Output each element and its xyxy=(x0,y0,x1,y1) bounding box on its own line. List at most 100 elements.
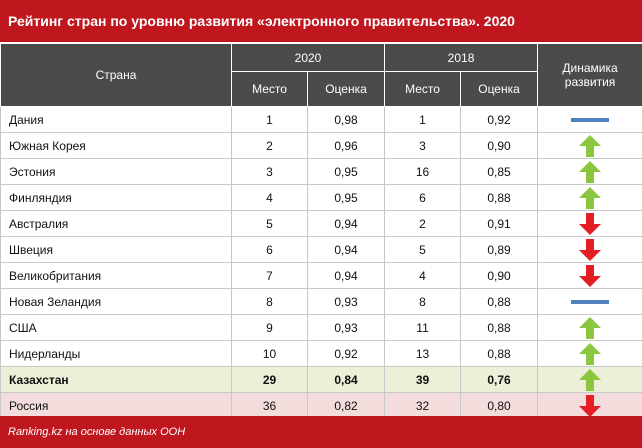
table-row: США 9 0,93 11 0,88 xyxy=(0,314,642,341)
dynamics-cell xyxy=(537,314,642,341)
country-cell: Казахстан xyxy=(0,366,232,393)
table-row: Эстония 3 0,95 16 0,85 xyxy=(0,158,642,185)
place-2018-cell: 16 xyxy=(384,158,462,185)
place-2018-cell: 11 xyxy=(384,314,462,341)
dynamics-cell xyxy=(537,340,642,367)
rating-table: Страна 2020 2018 Динамика развития Место… xyxy=(0,43,642,419)
score-2018-cell: 0,89 xyxy=(460,236,539,263)
arrow-down-icon xyxy=(579,394,602,417)
score-2018-cell: 0,85 xyxy=(460,158,539,185)
arrow-up-icon xyxy=(579,368,602,391)
score-2018-cell: 0,92 xyxy=(460,106,539,133)
place-2018-cell: 5 xyxy=(384,236,462,263)
table-row: Дания 1 0,98 1 0,92 xyxy=(0,106,642,133)
place-2020-cell: 3 xyxy=(231,158,308,185)
score-2020-cell: 0,95 xyxy=(306,158,386,185)
score-2018-cell: 0,91 xyxy=(460,210,539,237)
dynamics-cell xyxy=(537,132,642,159)
arrow-up-icon xyxy=(579,186,602,209)
arrow-down-icon xyxy=(579,264,602,287)
table-row: Нидерланды 10 0,92 13 0,88 xyxy=(0,340,642,367)
place-2018-cell: 3 xyxy=(384,132,462,159)
place-2018-cell: 2 xyxy=(384,210,462,237)
table-row: Южная Корея 2 0,96 3 0,90 xyxy=(0,132,642,159)
dynamics-cell xyxy=(537,158,642,185)
score-2018-cell: 0,88 xyxy=(460,340,539,367)
country-cell: Финляндия xyxy=(0,184,232,211)
table-row: Великобритания 7 0,94 4 0,90 xyxy=(0,262,642,289)
header-year-2018: 2018 xyxy=(384,43,539,72)
arrow-up-icon xyxy=(579,134,602,157)
country-cell: Нидерланды xyxy=(0,340,232,367)
place-2020-cell: 36 xyxy=(231,392,308,419)
header-row-metrics: Место Оценка Место Оценка xyxy=(1,71,642,107)
dynamics-cell xyxy=(537,392,642,419)
country-cell: Южная Корея xyxy=(0,132,232,159)
table-row: Новая Зеландия 8 0,93 8 0,88 xyxy=(0,288,642,315)
place-2020-cell: 8 xyxy=(231,288,308,315)
place-2018-cell: 8 xyxy=(384,288,462,315)
score-2018-cell: 0,88 xyxy=(460,288,539,315)
score-2018-cell: 0,80 xyxy=(460,392,539,419)
score-2020-cell: 0,93 xyxy=(306,288,386,315)
score-2018-cell: 0,90 xyxy=(460,132,539,159)
dynamics-cell xyxy=(537,236,642,263)
dynamics-cell xyxy=(537,210,642,237)
score-2020-cell: 0,94 xyxy=(306,210,386,237)
table-row: Россия 36 0,82 32 0,80 xyxy=(0,392,642,419)
flat-dash-icon xyxy=(571,299,610,304)
arrow-up-icon xyxy=(579,160,602,183)
place-2020-cell: 4 xyxy=(231,184,308,211)
table-row: Финляндия 4 0,95 6 0,88 xyxy=(0,184,642,211)
header-place-2020: Место xyxy=(231,71,308,107)
arrow-up-icon xyxy=(579,316,602,339)
header-year-2020: 2020 xyxy=(230,43,386,72)
place-2018-cell: 6 xyxy=(384,184,462,211)
place-2020-cell: 1 xyxy=(231,106,308,133)
dynamics-cell xyxy=(537,366,642,393)
dynamics-cell xyxy=(537,106,642,133)
place-2020-cell: 10 xyxy=(231,340,308,367)
header-place-2018: Место xyxy=(384,71,462,107)
place-2018-cell: 13 xyxy=(384,340,462,367)
score-2020-cell: 0,96 xyxy=(306,132,386,159)
place-2020-cell: 2 xyxy=(231,132,308,159)
header-dynamics: Динамика развития xyxy=(537,43,642,107)
score-2020-cell: 0,94 xyxy=(306,262,386,289)
arrow-down-icon xyxy=(579,212,602,235)
place-2018-cell: 1 xyxy=(384,106,462,133)
country-cell: Эстония xyxy=(0,158,232,185)
score-2018-cell: 0,88 xyxy=(460,314,539,341)
score-2020-cell: 0,92 xyxy=(306,340,386,367)
table-row: Швеция 6 0,94 5 0,89 xyxy=(0,236,642,263)
country-cell: США xyxy=(0,314,232,341)
header-score-2018: Оценка xyxy=(460,71,539,107)
place-2020-cell: 6 xyxy=(231,236,308,263)
place-2020-cell: 7 xyxy=(231,262,308,289)
score-2020-cell: 0,84 xyxy=(306,366,386,393)
arrow-down-icon xyxy=(579,238,602,261)
score-2018-cell: 0,76 xyxy=(460,366,539,393)
dynamics-cell xyxy=(537,288,642,315)
score-2020-cell: 0,93 xyxy=(306,314,386,341)
score-2018-cell: 0,88 xyxy=(460,184,539,211)
source-footer: Ranking.kz на основе данных ООН xyxy=(0,416,642,448)
score-2020-cell: 0,94 xyxy=(306,236,386,263)
country-cell: Новая Зеландия xyxy=(0,288,232,315)
country-cell: Дания xyxy=(0,106,232,133)
country-cell: Россия xyxy=(0,392,232,419)
flat-dash-icon xyxy=(571,117,610,122)
score-2020-cell: 0,95 xyxy=(306,184,386,211)
place-2018-cell: 32 xyxy=(384,392,462,419)
table-row: Казахстан 29 0,84 39 0,76 xyxy=(0,366,642,393)
header-score-2020: Оценка xyxy=(306,71,386,107)
country-cell: Великобритания xyxy=(0,262,232,289)
country-cell: Швеция xyxy=(0,236,232,263)
header-row-years: Страна 2020 2018 Динамика развития xyxy=(0,43,642,107)
place-2020-cell: 5 xyxy=(231,210,308,237)
score-2018-cell: 0,90 xyxy=(460,262,539,289)
arrow-up-icon xyxy=(579,342,602,365)
score-2020-cell: 0,98 xyxy=(306,106,386,133)
page-title: Рейтинг стран по уровню развития «электр… xyxy=(0,0,642,42)
header-country: Страна xyxy=(0,43,232,107)
